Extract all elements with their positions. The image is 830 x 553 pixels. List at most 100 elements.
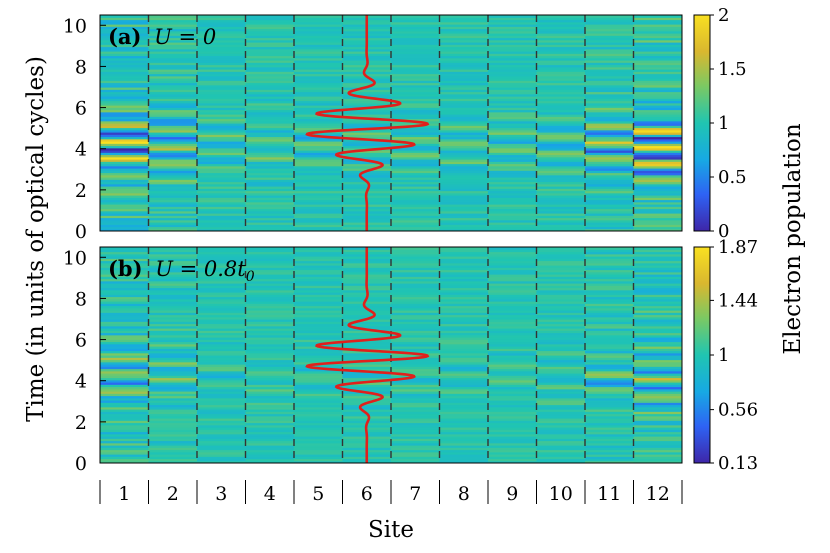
heatmap-cell [391,256,441,259]
heatmap-cell [148,276,198,280]
heatmap-cell [100,100,150,104]
heatmap-cell [100,454,150,457]
heatmap-cell [439,147,489,151]
heatmap-cell [245,330,295,334]
heatmap-cell [488,339,538,343]
heatmap-cell [488,177,538,180]
heatmap-cell [100,123,150,126]
heatmap-cell [488,332,538,336]
heatmap-cell [197,366,247,370]
heatmap-cell [488,456,538,460]
heatmap-cell [391,165,441,169]
heatmap-cell [245,159,295,162]
heatmap-cell [294,415,344,419]
heatmap-cell [197,87,247,90]
heatmap-cell [245,15,295,18]
heatmap-cell [439,228,489,231]
heatmap-cell [488,64,538,68]
heatmap-cell [197,422,247,426]
heatmap-cell [633,165,682,169]
heatmap-cell [197,319,247,322]
heatmap-cell [342,361,392,365]
heatmap-cell [148,458,198,462]
heatmap-cell [439,161,489,165]
heatmap-cell [245,156,295,160]
heatmap-cell [536,197,586,201]
heatmap-cell [148,19,198,23]
heatmap-cell [585,116,635,120]
heatmap-cell [342,156,392,160]
heatmap-cell [633,30,682,34]
heatmap-cell [585,147,635,151]
heatmap-cell [294,314,344,318]
heatmap-cell [294,53,344,57]
heatmap-cell [197,174,247,178]
heatmap-cell [100,422,150,426]
site-tick-label: 7 [409,483,421,505]
heatmap-cell [148,123,198,126]
heatmap-cell [197,222,247,225]
heatmap-cell [148,168,198,171]
heatmap-cell [536,195,586,198]
heatmap-cell [439,370,489,374]
heatmap-cell [633,346,682,349]
heatmap-cell [536,42,586,45]
heatmap-cell [197,24,247,27]
heatmap-cell [439,328,489,331]
heatmap-cell [536,100,586,104]
heatmap-cell [294,183,344,187]
heatmap-cell [391,102,441,106]
heatmap-cell [197,341,247,345]
heatmap-cell [100,213,150,216]
heatmap-cell [488,348,538,352]
heatmap-cell [294,69,344,72]
heatmap-cell [391,192,441,196]
heatmap-cell [633,129,682,133]
heatmap-cell [585,316,635,320]
heatmap-cell [391,337,441,340]
heatmap-cell [245,44,295,48]
heatmap-cell [536,294,586,298]
heatmap-cell [536,442,586,446]
heatmap-cell [439,397,489,401]
heatmap-cell [536,373,586,376]
heatmap-cell [633,368,682,372]
heatmap-cell [197,328,247,331]
heatmap-cell [536,123,586,126]
heatmap-cell [342,341,392,345]
heatmap-cell [439,37,489,41]
heatmap-cell [536,136,586,140]
heatmap-cell [633,57,682,61]
heatmap-cell [391,226,441,230]
heatmap-cell [439,21,489,25]
heatmap-cell [488,217,538,221]
heatmap-cell [439,375,489,379]
heatmap-cell [585,287,635,291]
heatmap-cell [100,46,150,50]
heatmap-cell [294,159,344,162]
heatmap-cell [342,145,392,149]
heatmap-cell [245,208,295,212]
heatmap-cell [391,260,441,264]
heatmap-cell [197,136,247,140]
heatmap-cell [488,411,538,415]
heatmap-cell [488,307,538,311]
heatmap-cell [148,274,198,277]
heatmap-cell [148,283,198,286]
heatmap-cell [439,206,489,210]
heatmap-cell [585,384,635,388]
heatmap-cell [633,96,682,99]
heatmap-cell [197,382,247,385]
heatmap-cell [342,366,392,370]
heatmap-cell [439,143,489,147]
heatmap-cell [633,307,682,311]
heatmap-cell [439,427,489,430]
heatmap-cell [488,188,538,192]
heatmap-cell [633,109,682,113]
heatmap-cell [488,341,538,345]
heatmap-cell [585,152,635,156]
heatmap-cell [633,269,682,273]
heatmap-cell [245,195,295,198]
heatmap-cell [148,62,198,66]
heatmap-cell [148,289,198,293]
